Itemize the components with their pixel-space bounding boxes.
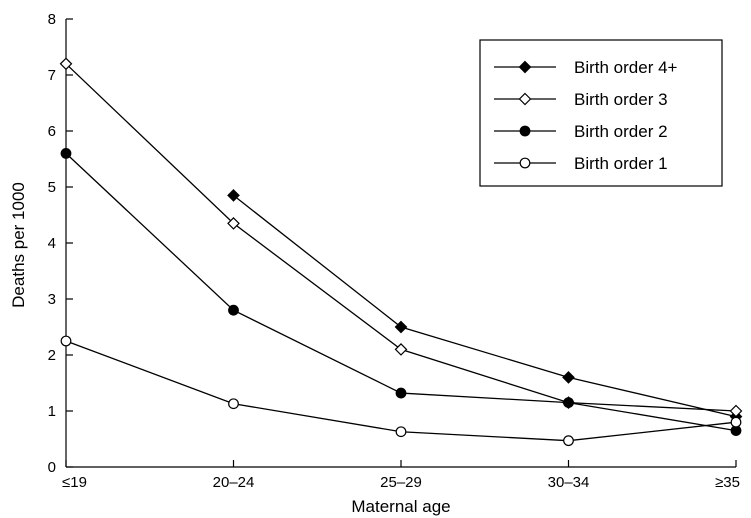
series-4 bbox=[60, 335, 742, 447]
y-tick-label: 0 bbox=[48, 459, 56, 476]
data-point bbox=[227, 217, 240, 230]
legend-label: Birth order 3 bbox=[574, 90, 668, 109]
data-point bbox=[395, 387, 407, 399]
y-tick-label: 4 bbox=[48, 235, 56, 252]
x-tick-label: ≤19 bbox=[62, 474, 87, 491]
data-point bbox=[227, 189, 240, 202]
legend-label: Birth order 1 bbox=[574, 154, 668, 173]
data-point bbox=[394, 320, 408, 334]
legend: Birth order 4+ Birth order 3 Birth order 2… bbox=[479, 39, 723, 187]
x-tick-label: 30–34 bbox=[548, 474, 590, 491]
data-point bbox=[395, 426, 407, 438]
data-point bbox=[562, 371, 575, 384]
legend-marker bbox=[519, 125, 531, 137]
legend-label: Birth order 4+ bbox=[574, 58, 678, 77]
legend-marker bbox=[518, 60, 532, 74]
legend-item: Birth order 3 bbox=[494, 90, 668, 109]
data-point bbox=[563, 397, 574, 409]
series-1 bbox=[227, 189, 743, 423]
data-point bbox=[60, 147, 72, 159]
legend-marker bbox=[519, 157, 531, 169]
data-point bbox=[59, 57, 73, 71]
series-3 bbox=[60, 147, 742, 437]
y-tick-label: 7 bbox=[48, 67, 56, 84]
data-point bbox=[228, 398, 239, 410]
x-tick-label: 25–29 bbox=[380, 474, 422, 491]
y-axis-title: Deaths per 1000 bbox=[9, 182, 28, 308]
legend-marker bbox=[518, 92, 532, 106]
data-point bbox=[729, 404, 743, 418]
legend-item: Birth order 4+ bbox=[494, 58, 678, 77]
series-line bbox=[233, 194, 737, 418]
legend-label: Birth order 2 bbox=[574, 122, 668, 141]
data-point bbox=[394, 343, 408, 356]
y-tick-label: 5 bbox=[48, 179, 56, 196]
x-axis: ≤19 20–24 25–29 30–34 ≥35 bbox=[62, 460, 740, 491]
y-tick-label: 2 bbox=[48, 347, 56, 364]
y-tick-label: 1 bbox=[48, 403, 56, 420]
data-point bbox=[228, 304, 239, 316]
y-tick-label: 8 bbox=[48, 11, 56, 28]
series-layer bbox=[59, 57, 743, 447]
x-axis-title: Maternal age bbox=[351, 497, 450, 516]
data-point bbox=[730, 416, 742, 428]
x-tick-label: ≥35 bbox=[715, 474, 740, 491]
x-tick-label: 20–24 bbox=[213, 474, 255, 491]
y-tick-label: 3 bbox=[48, 291, 56, 308]
data-point bbox=[563, 435, 574, 447]
y-axis: 0 1 2 3 4 5 6 7 8 bbox=[48, 11, 73, 476]
legend-item: Birth order 1 bbox=[494, 154, 668, 173]
y-tick-label: 6 bbox=[48, 123, 56, 140]
legend-item: Birth order 2 bbox=[494, 122, 668, 141]
data-point bbox=[60, 335, 72, 347]
